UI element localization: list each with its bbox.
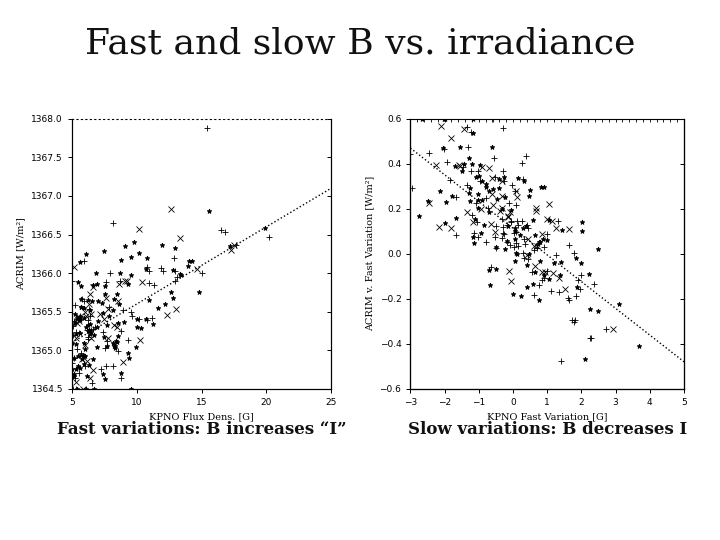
Text: Fast variations: B increases “I”: Fast variations: B increases “I”: [57, 421, 346, 438]
Text: Fast and slow B vs. irradiance: Fast and slow B vs. irradiance: [85, 27, 635, 61]
Text: Slow variations: B decreases I: Slow variations: B decreases I: [408, 421, 687, 438]
X-axis label: KPNO Fast Variation [G]: KPNO Fast Variation [G]: [487, 413, 608, 421]
X-axis label: KPNO Flux Dens. [G]: KPNO Flux Dens. [G]: [149, 413, 254, 421]
Y-axis label: ACRIM v. Fast Variation [W/m²]: ACRIM v. Fast Variation [W/m²]: [365, 176, 374, 332]
Y-axis label: ACRIM [W/m²]: ACRIM [W/m²]: [17, 218, 26, 290]
